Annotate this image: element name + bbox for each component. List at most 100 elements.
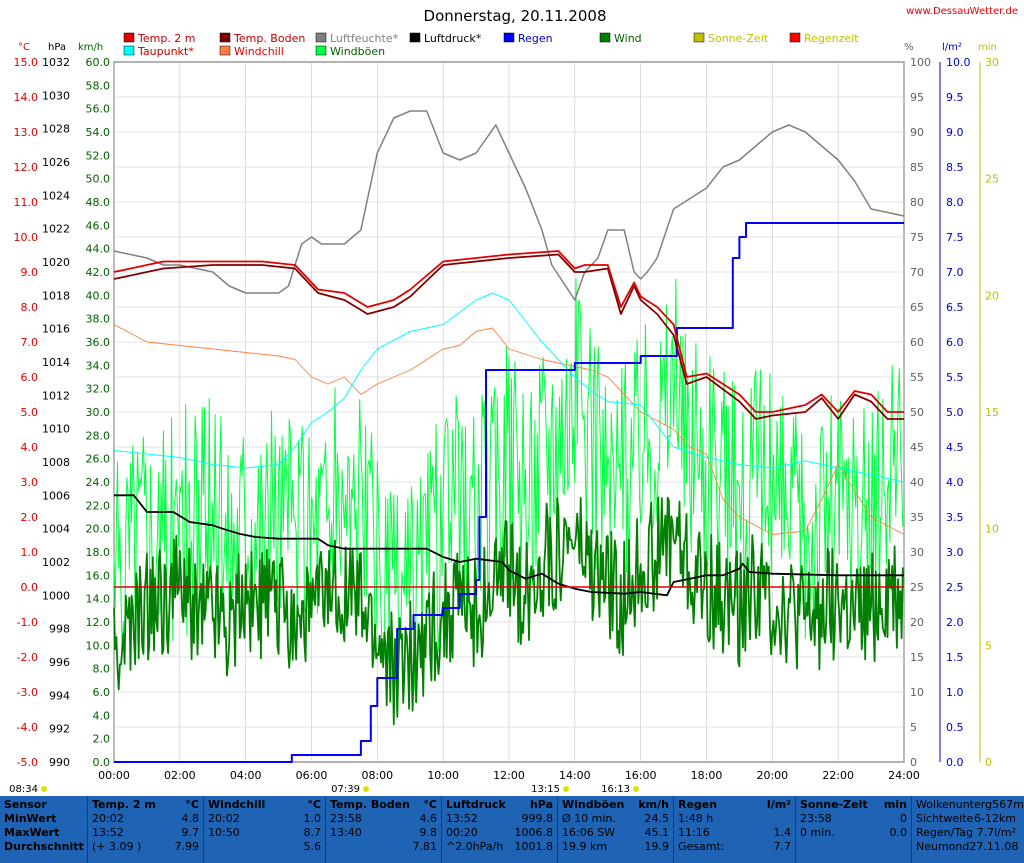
stats-cell-value: 7.99 bbox=[174, 840, 200, 853]
temp-tick: 9.0 bbox=[21, 266, 39, 279]
legend-swatch bbox=[315, 45, 327, 56]
extra-info-row: Sichtweite 6-12km bbox=[916, 812, 1016, 826]
legend-swatch bbox=[123, 32, 135, 43]
sun-marker-time: 16:13 bbox=[601, 784, 630, 795]
stats-column: Temp. Boden °C 23:58 4.6 13:40 9.8 7.81 bbox=[326, 796, 442, 863]
stats-cell-row: 13:40 9.8 bbox=[330, 826, 437, 840]
rain-unit: l/m² bbox=[942, 42, 962, 53]
temp-tick: 7.0 bbox=[21, 336, 39, 349]
humidity-tick: 25 bbox=[910, 581, 924, 594]
rain-tick: 6.0 bbox=[946, 336, 964, 349]
stats-cell-value: 9.8 bbox=[419, 826, 438, 839]
rain-tick: 8.0 bbox=[946, 196, 964, 209]
legend-swatch bbox=[789, 32, 801, 43]
pressure-tick: 990 bbox=[49, 756, 70, 769]
column-title: Windböen bbox=[562, 798, 625, 811]
stats-cell-row: 23:58 4.6 bbox=[330, 812, 437, 826]
column-title: Windchill bbox=[208, 798, 266, 811]
stats-cell-value: 7.7 bbox=[773, 840, 792, 853]
extra-info-row: Neumond 27.11.08 bbox=[916, 840, 1018, 854]
temp-tick: 2.0 bbox=[21, 511, 39, 524]
time-tick: 14:00 bbox=[559, 769, 591, 782]
rain-tick: 3.5 bbox=[946, 511, 964, 524]
axis-units: °C hPa km/h % l/m² min bbox=[18, 42, 997, 53]
stats-cell-value: 1.0 bbox=[303, 812, 322, 825]
wind-tick: 56.0 bbox=[86, 103, 111, 116]
pressure-unit: hPa bbox=[48, 42, 66, 53]
time-tick: 10:00 bbox=[427, 769, 459, 782]
humidity-tick: 10 bbox=[910, 686, 924, 699]
stats-cell-row: ^2.0hPa/h 1001.8 bbox=[446, 840, 553, 854]
stats-column-header: Temp. Boden °C bbox=[330, 798, 437, 812]
wind-tick: 12.0 bbox=[86, 616, 111, 629]
wind-tick: 6.0 bbox=[93, 686, 111, 699]
series-temp-boden bbox=[113, 253, 904, 420]
stats-columns: Temp. 2 m °C 20:02 4.8 13:52 9.7 (+ 3.09 ) 7.99… bbox=[88, 796, 912, 863]
stats-cell-label: 16:06 SW bbox=[562, 826, 616, 839]
wind-tick: 22.0 bbox=[86, 499, 111, 512]
temp-tick: 1.0 bbox=[21, 546, 39, 559]
humidity-tick: 85 bbox=[910, 161, 924, 174]
temp-tick: -4.0 bbox=[17, 721, 38, 734]
stats-cell-label: 0 min. bbox=[800, 826, 835, 839]
extra-info: Wolkenunterg 567m Sichtweite 6-12km Regen/Ta… bbox=[912, 796, 1024, 863]
sun-marker-icon bbox=[633, 786, 639, 792]
legend-label: Temp. Boden bbox=[233, 32, 305, 45]
sun-marker-icon bbox=[41, 786, 47, 792]
wind-tick: 36.0 bbox=[86, 336, 111, 349]
wind-tick: 10.0 bbox=[86, 639, 111, 652]
row-labels: Sensor MinWert MaxWert Durchschnitt bbox=[0, 796, 88, 863]
wind-tick: 28.0 bbox=[86, 429, 111, 442]
wind-tick: 54.0 bbox=[86, 126, 111, 139]
site-link[interactable]: www.DessauWetter.de bbox=[906, 6, 1018, 17]
series-luftdruck bbox=[114, 494, 904, 597]
stats-cell-value: 4.8 bbox=[181, 812, 200, 825]
stats-column-header: Windböen km/h bbox=[562, 798, 669, 812]
wind-tick: 50.0 bbox=[86, 173, 111, 186]
extra-info-row: Regen/Tag 7.7l/m² bbox=[916, 826, 1016, 840]
humidity-unit: % bbox=[904, 42, 914, 53]
pressure-tick: 1014 bbox=[42, 356, 70, 369]
legend-swatch bbox=[315, 32, 327, 43]
temp-tick: 0.0 bbox=[21, 581, 39, 594]
humidity-tick: 45 bbox=[910, 441, 924, 454]
wind-tick: 4.0 bbox=[93, 709, 111, 722]
rain-tick: 9.5 bbox=[946, 91, 964, 104]
stats-cell-label: Ø 10 min. bbox=[562, 812, 616, 825]
pressure-tick: 1022 bbox=[42, 223, 70, 236]
stats-cell-row: 16:06 SW 45.1 bbox=[562, 826, 669, 840]
extra-info-row: Wolkenunterg 567m bbox=[916, 798, 1024, 812]
legend-swatch bbox=[123, 45, 135, 56]
sun-marker-icon bbox=[363, 786, 369, 792]
stats-cell-value: 0 bbox=[900, 812, 907, 825]
wind-tick: 20.0 bbox=[86, 523, 111, 536]
pressure-tick: 1006 bbox=[42, 489, 70, 502]
stats-cell-row: 19.9 km 19.9 bbox=[562, 840, 669, 854]
stats-cell-value: 7.81 bbox=[412, 840, 438, 853]
stats-cell-row: 20:02 4.8 bbox=[92, 812, 199, 826]
temp-tick: 11.0 bbox=[14, 196, 39, 209]
temp-tick: -5.0 bbox=[17, 756, 38, 769]
rain-tick: 10.0 bbox=[946, 56, 971, 69]
stats-column-header: Sonne-Zeit min bbox=[800, 798, 907, 812]
wind-tick: 24.0 bbox=[86, 476, 111, 489]
wind-tick: 26.0 bbox=[86, 453, 111, 466]
stats-cell-label: 10:50 bbox=[208, 826, 240, 839]
stats-cell-value: 9.7 bbox=[181, 826, 200, 839]
time-tick: 20:00 bbox=[756, 769, 788, 782]
time-tick: 04:00 bbox=[230, 769, 262, 782]
pressure-tick: 998 bbox=[49, 623, 70, 636]
time-tick: 16:00 bbox=[625, 769, 657, 782]
stats-cell-row: 00:20 1006.8 bbox=[446, 826, 553, 840]
wind-tick: 44.0 bbox=[86, 243, 111, 256]
rain-tick: 7.5 bbox=[946, 231, 964, 244]
time-tick: 00:00 bbox=[98, 769, 130, 782]
stats-cell-row: 7.81 bbox=[330, 840, 438, 854]
wind-tick: 42.0 bbox=[86, 266, 111, 279]
pressure-tick: 1000 bbox=[42, 589, 70, 602]
stats-column: Windböen km/h Ø 10 min. 24.5 16:06 SW 45.1 19.… bbox=[558, 796, 674, 863]
stats-column: Luftdruck hPa 13:52 999.8 00:20 1006.8 ^2.0hPa… bbox=[442, 796, 558, 863]
wind-tick: 0.0 bbox=[93, 756, 111, 769]
humidity-tick: 55 bbox=[910, 371, 924, 384]
series-windb-en bbox=[113, 278, 904, 693]
